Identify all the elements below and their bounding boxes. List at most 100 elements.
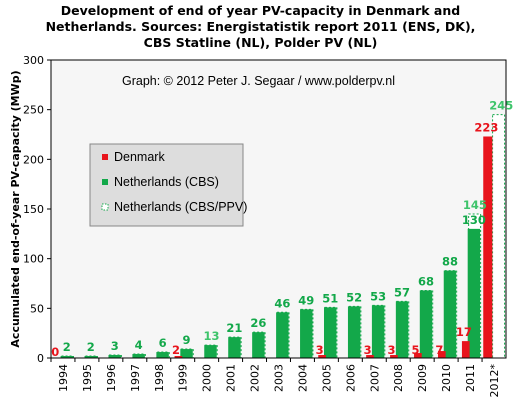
legend-box: [89, 143, 244, 227]
data-label-netherlands-cbs: 57: [394, 285, 410, 299]
bar-netherlands-cbs: [467, 228, 481, 358]
y-tick-label: 300: [23, 54, 44, 67]
chart-title: Development of end of year PV-capacity i…: [0, 3, 521, 51]
data-label-netherlands-cbs: 49: [298, 293, 314, 307]
bar-denmark: [174, 356, 183, 358]
y-axis-label: Accumulated end-of-year PV-capacity (MWp…: [9, 70, 22, 347]
data-label-denmark: 7: [435, 343, 443, 357]
y-tick-label: 250: [23, 104, 44, 117]
bar-netherlands-cbs: [276, 312, 289, 358]
data-label-denmark: 223: [474, 120, 498, 134]
data-label-denmark: 17: [456, 325, 472, 339]
data-label-netherlands-cbs: 4: [135, 338, 143, 352]
x-tick-label: 2005: [320, 364, 333, 392]
y-tick-label: 150: [23, 203, 44, 216]
data-label-denmark: 3: [388, 343, 396, 357]
bar-netherlands-cbs: [419, 290, 433, 358]
x-tick-label: 2001: [225, 364, 238, 392]
data-label-netherlands-cbs: 52: [346, 290, 362, 304]
data-label-netherlands-cbs: 2: [87, 340, 95, 354]
x-tick-label: 2008: [392, 364, 405, 392]
bar-netherlands-cbs: [132, 354, 145, 358]
chart-title-line: CBS Statline (NL), Polder PV (NL): [143, 35, 378, 50]
x-tick-label: 2011: [464, 364, 477, 392]
bar-denmark: [461, 341, 470, 358]
data-label-denmark: 3: [364, 343, 372, 357]
credit-text: Graph: © 2012 Peter J. Segaar / www.pold…: [122, 74, 395, 88]
data-label-netherlands-cbs: 3: [111, 339, 119, 353]
x-tick-label: 2012*: [488, 364, 501, 398]
y-tick-label: 200: [23, 153, 44, 166]
y-tick-label: 0: [37, 352, 44, 365]
bar-netherlands-cbs: [156, 352, 169, 358]
bar-netherlands-cbs: [84, 356, 97, 358]
y-tick-label: 100: [23, 253, 44, 266]
x-tick-label: 2004: [296, 364, 309, 392]
bar-netherlands-cbs: [324, 307, 337, 358]
data-label-netherlands-cbs: 130: [462, 213, 486, 227]
x-tick-label: 1994: [57, 364, 70, 392]
x-tick-label: 2000: [201, 364, 214, 392]
legend-swatch-netherlands-ppv: [101, 203, 109, 211]
data-label-netherlands-cbs: 9: [183, 333, 191, 347]
data-label-netherlands-ppv: 13: [203, 329, 219, 343]
data-label-netherlands-cbs: 26: [250, 316, 266, 330]
legend-swatch-netherlands-cbs: [102, 179, 108, 185]
bar-netherlands-cbs: [228, 337, 241, 358]
bar-netherlands-cbs: [347, 306, 361, 358]
bar-netherlands-cbs: [60, 356, 74, 358]
x-tick-label: 1996: [105, 364, 118, 392]
legend-label: Denmark: [114, 150, 165, 164]
data-label-netherlands-cbs: 68: [418, 274, 434, 288]
legend-label: Netherlands (CBS): [114, 175, 219, 189]
bar-denmark: [318, 355, 326, 358]
bar-denmark: [366, 355, 374, 358]
x-tick-label: 1997: [129, 364, 142, 392]
data-label-netherlands-ppv: 145: [463, 198, 487, 212]
x-tick-label: 2010: [440, 364, 453, 392]
bar-netherlands-cbs: [180, 349, 193, 358]
bar-denmark: [437, 351, 446, 358]
bars-layer: [60, 114, 506, 359]
x-tick-label: 1999: [177, 364, 190, 392]
data-label-denmark: 5: [411, 343, 419, 357]
bar-denmark: [390, 355, 398, 358]
data-label-netherlands-cbs: 46: [274, 296, 290, 310]
y-tick-label: 50: [30, 302, 44, 315]
legend-swatch-denmark: [102, 154, 108, 160]
x-tick-label: 2003: [273, 364, 286, 392]
data-label-netherlands-cbs: 21: [226, 321, 242, 335]
data-label-netherlands-cbs: 51: [322, 291, 338, 305]
chart-title-line: Netherlands. Sources: Energistatistik re…: [45, 19, 476, 34]
bar-netherlands-cbs: [204, 345, 217, 358]
data-label-netherlands-cbs: 2: [63, 340, 71, 354]
x-tick-label: 2007: [368, 364, 381, 392]
bar-denmark: [483, 136, 493, 358]
x-tick-label: 2006: [344, 364, 357, 392]
data-label-netherlands-cbs: 88: [442, 255, 458, 269]
legend-label: Netherlands (CBS/PPV): [114, 200, 247, 214]
x-tick-label: 1995: [81, 364, 94, 392]
data-label-denmark: 3: [316, 343, 324, 357]
bar-netherlands-cbs: [395, 301, 409, 358]
bar-netherlands-cbs: [443, 270, 457, 358]
x-tick-label: 2002: [249, 364, 262, 392]
x-tick-label: 2009: [416, 364, 429, 392]
data-label-netherlands-cbs: 53: [370, 289, 386, 303]
data-label-netherlands-ppv: 245: [489, 99, 513, 113]
x-tick-label: 1998: [153, 364, 166, 392]
bar-netherlands-cbs: [108, 355, 121, 358]
data-label-denmark: 0: [51, 345, 59, 359]
bar-netherlands-cbs: [252, 332, 265, 358]
bar-denmark: [414, 353, 422, 358]
bar-netherlands-cbs: [371, 305, 385, 358]
legend: Denmark Netherlands (CBS) Netherlands (CBS…: [89, 143, 247, 227]
bar-netherlands-cbs: [300, 309, 313, 358]
chart-title-line: Development of end of year PV-capacity i…: [60, 3, 461, 18]
data-label-netherlands-cbs: 6: [159, 336, 167, 350]
data-label-denmark: 2: [172, 343, 180, 357]
bar-netherlands-ppv: [492, 114, 506, 359]
